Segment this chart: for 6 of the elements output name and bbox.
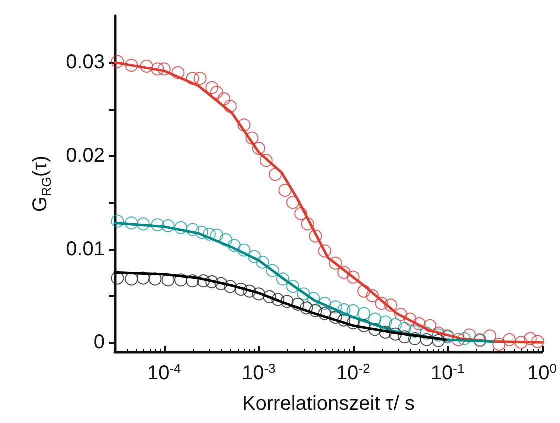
y-tick-label: 0.03 [66, 52, 105, 74]
x-axis-title: Korrelationszeit τ/ s [242, 393, 415, 415]
y-tick-label: 0.01 [66, 238, 105, 260]
y-tick-label: 0 [94, 332, 105, 354]
y-tick-label: 0.02 [66, 145, 105, 167]
y-axis-title: GRG(τ) [30, 156, 54, 212]
